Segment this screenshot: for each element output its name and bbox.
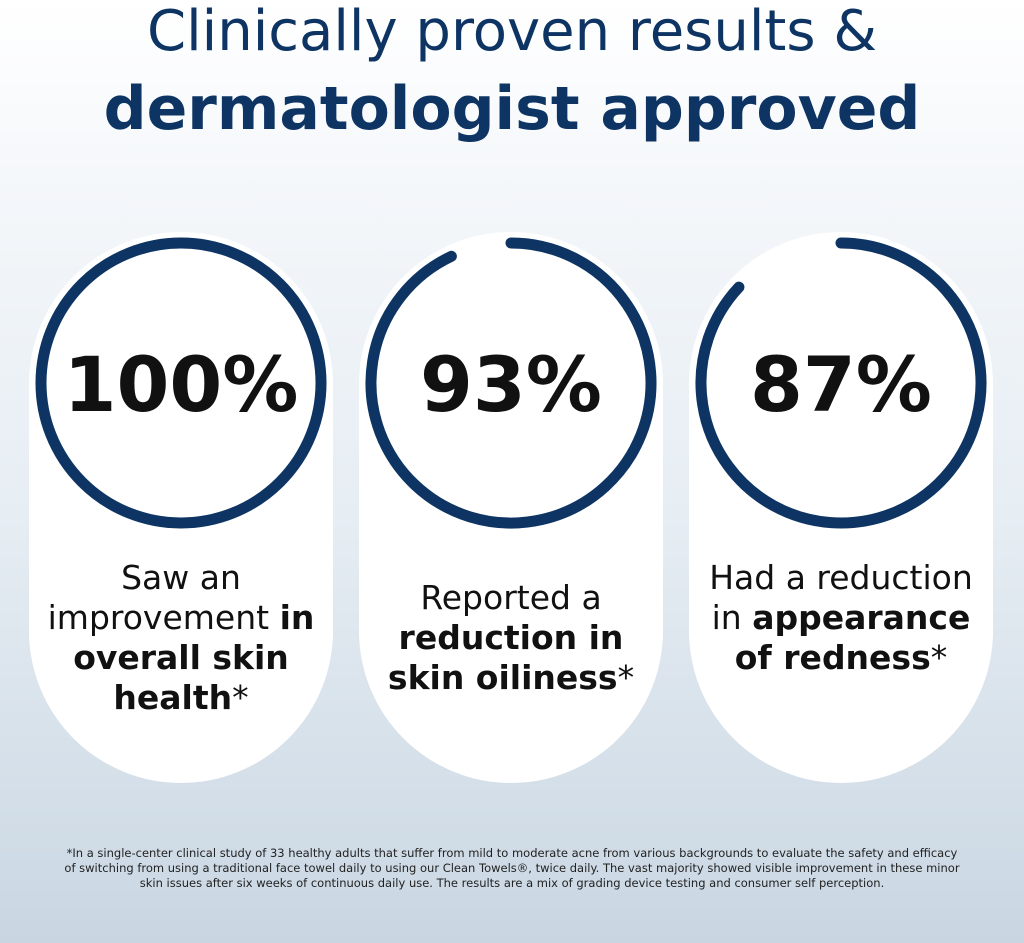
footnote: *In a single-center clinical study of 33… [64,846,960,890]
description: Reported a reduction in skin oiliness* [376,578,646,698]
percent-label: 93% [420,340,602,429]
asterisk: * [232,678,249,717]
card [29,232,333,783]
progress-ring [35,237,327,529]
progress-ring [695,237,987,529]
description-lead: Reported a [420,578,602,617]
description-lead: Had a reduction in [709,558,973,637]
description-emphasis: in overall skin health [73,598,315,717]
title-line: Clinically proven results & [147,0,877,64]
percent-label: 100% [64,340,299,429]
card [689,232,993,783]
progress-ring [365,237,657,529]
asterisk: * [617,658,635,697]
title-line: dermatologist approved [103,74,921,144]
asterisk: * [930,638,948,677]
percent-label: 87% [750,340,932,429]
card [359,232,663,783]
description: Saw an improvement in overall skin healt… [46,558,316,718]
description: Had a reduction in appearance of redness… [706,558,976,678]
description-emphasis: reduction in skin oiliness [387,618,624,697]
description-lead: Saw an improvement [47,558,270,637]
description-emphasis: appearance of redness [734,598,971,677]
